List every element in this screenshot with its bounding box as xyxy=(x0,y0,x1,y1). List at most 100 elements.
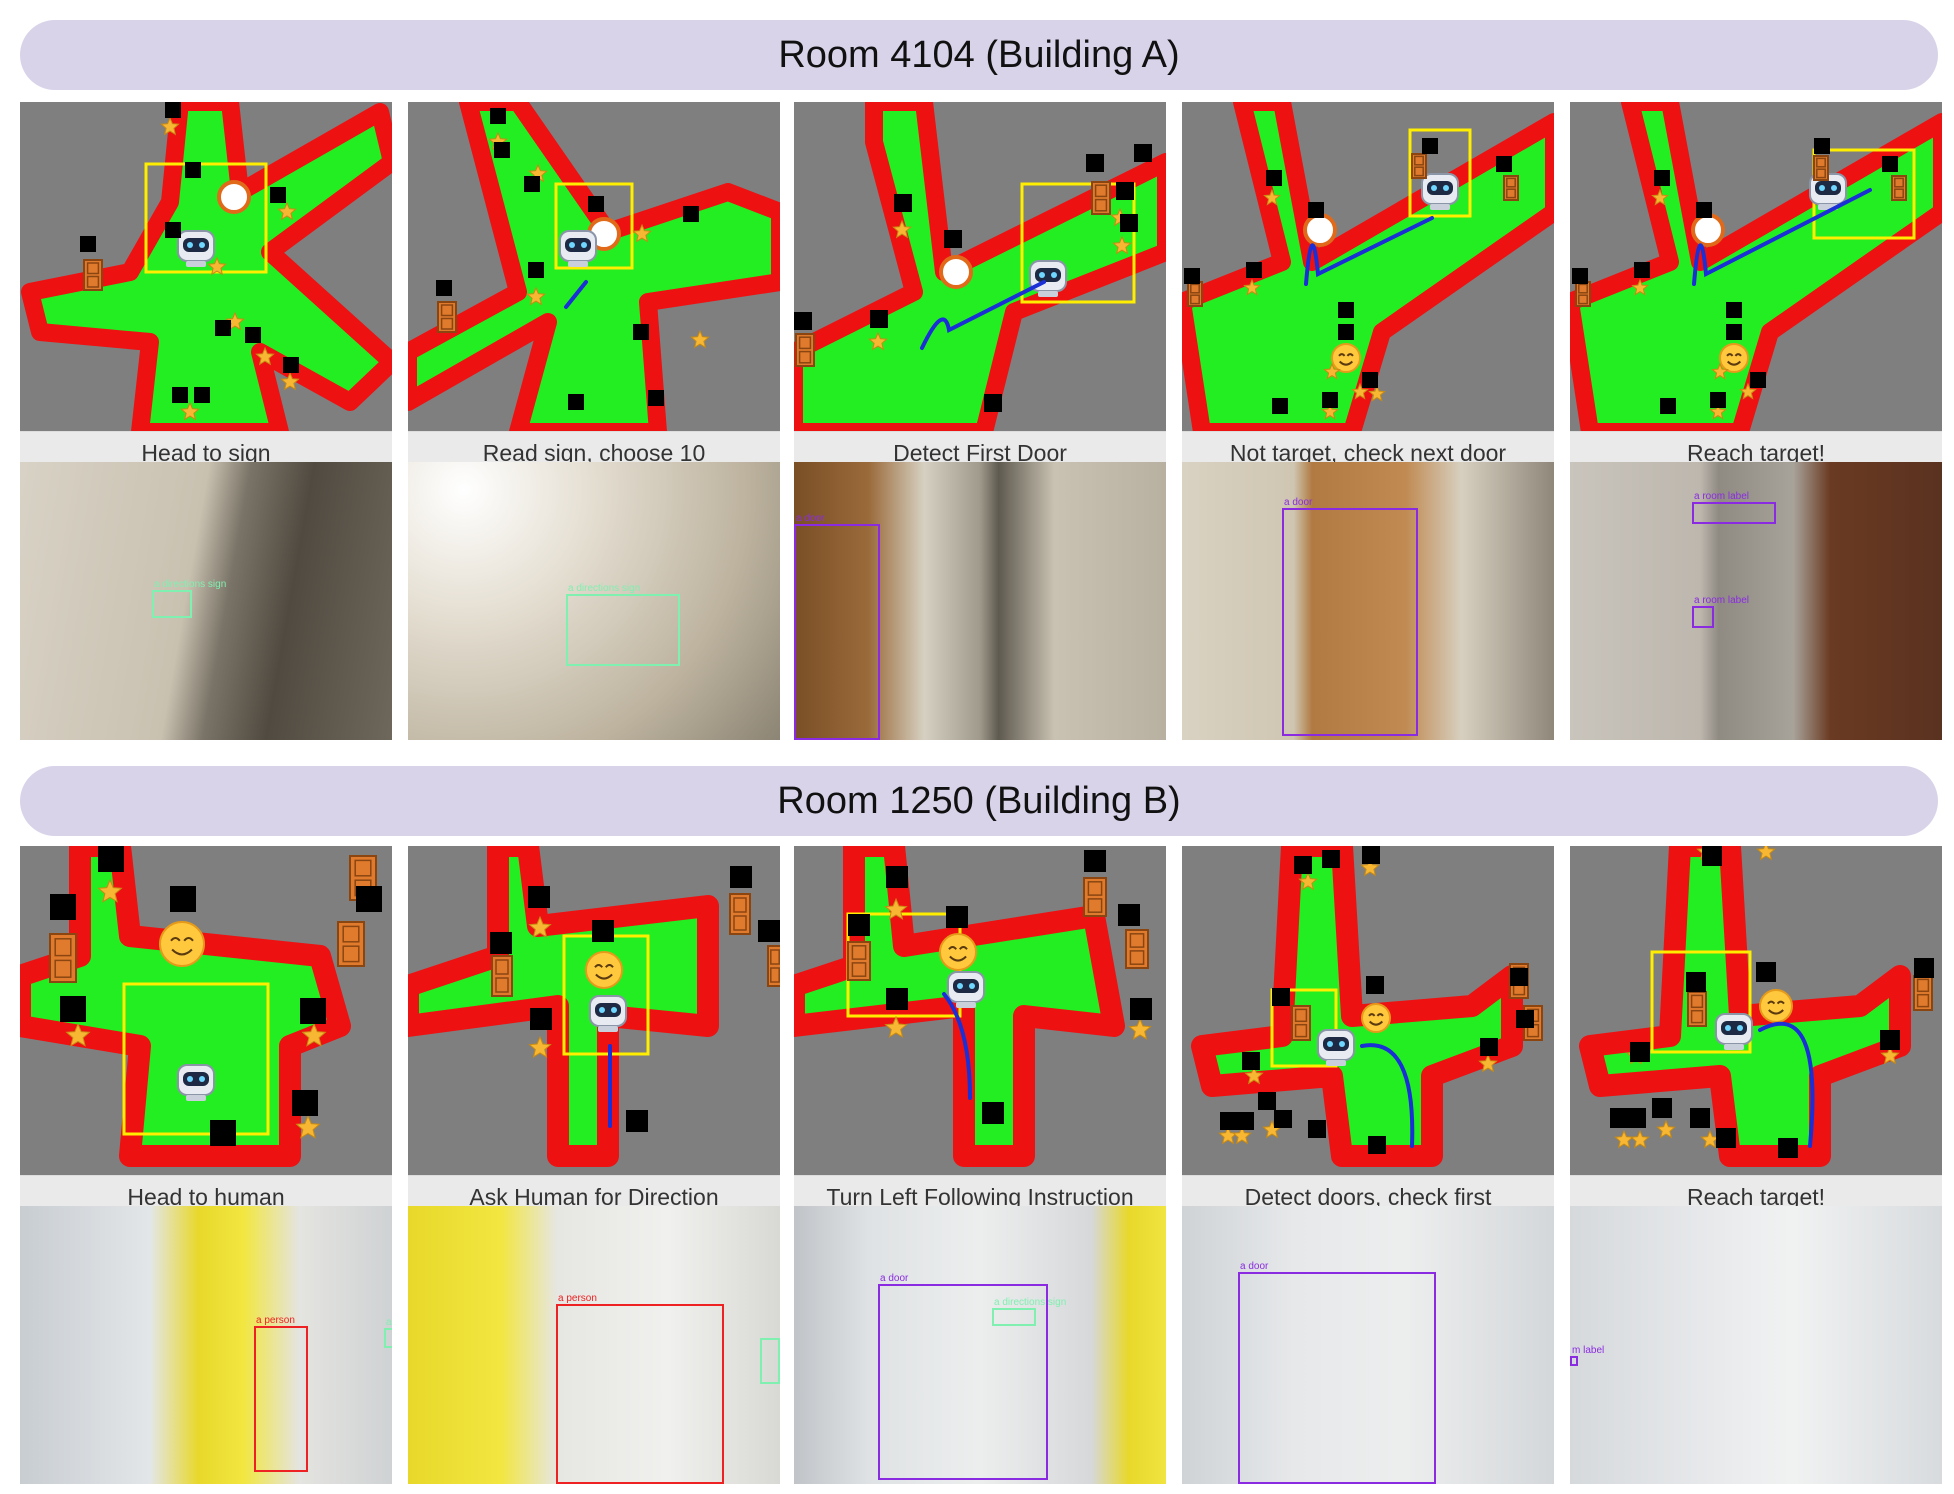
node-id-tag xyxy=(1702,846,1722,866)
door-icon xyxy=(83,259,103,291)
robot-icon xyxy=(947,971,985,1008)
star-icon xyxy=(180,401,200,421)
star-icon xyxy=(1263,188,1281,206)
human-emoji-icon xyxy=(1719,343,1749,373)
detection-box: a room label xyxy=(1692,491,1776,524)
node-id-tag xyxy=(1726,302,1742,318)
node-id-tag xyxy=(1690,1108,1710,1128)
star-icon xyxy=(528,915,552,938)
node-id-tag xyxy=(1118,904,1140,926)
node-id-tag xyxy=(758,920,780,942)
star-icon xyxy=(1298,871,1318,891)
node-id-tag xyxy=(1654,170,1670,186)
detection-box: a door xyxy=(1282,497,1418,736)
trajectory-path xyxy=(1360,1043,1415,1148)
focus-box xyxy=(122,982,270,1136)
node-id-tag xyxy=(1338,324,1354,340)
star-icon xyxy=(295,1114,321,1139)
node-id-tag xyxy=(1272,988,1290,1006)
node-id-tag xyxy=(1726,324,1742,340)
node-id-tag xyxy=(1362,372,1378,388)
node-id-tag xyxy=(1236,1112,1254,1130)
detection-label: a door xyxy=(796,513,825,524)
star-icon xyxy=(526,286,546,306)
door-icon xyxy=(1687,991,1707,1027)
node-id-tag xyxy=(165,102,181,118)
detection-label: a person xyxy=(256,1315,295,1326)
star-icon xyxy=(1651,188,1669,206)
detection-label: a door xyxy=(880,1273,909,1284)
node-id-tag xyxy=(1266,170,1282,186)
robot-icon xyxy=(1715,1013,1753,1050)
node-id-tag xyxy=(1710,392,1726,408)
camera-view: a directions sign xyxy=(408,462,780,740)
node-id-tag xyxy=(528,262,544,278)
star-icon xyxy=(1709,402,1727,420)
star-icon xyxy=(277,201,297,221)
node-id-tag xyxy=(185,162,201,178)
star-icon xyxy=(1631,278,1649,296)
star-icon xyxy=(1243,278,1261,296)
star-icon xyxy=(884,1015,908,1038)
node-id-tag xyxy=(494,142,510,158)
node-id-tag xyxy=(1322,850,1340,868)
human-emoji-icon xyxy=(1331,343,1361,373)
detection-box: a directions sign xyxy=(992,1297,1066,1326)
door-icon xyxy=(1813,155,1829,181)
detection-box: a person xyxy=(254,1315,308,1472)
camera-view: a door xyxy=(1182,1206,1554,1484)
node-id-tag xyxy=(946,906,968,928)
node-id-tag xyxy=(530,1008,552,1030)
map-panel: Reach target! xyxy=(1570,846,1942,1218)
node-id-tag xyxy=(1510,968,1528,986)
node-id-tag xyxy=(1116,182,1134,200)
star-icon xyxy=(1351,382,1369,400)
camera-view: a door a directions sign xyxy=(794,1206,1166,1484)
star-icon xyxy=(1360,857,1380,877)
node-id-tag xyxy=(1272,398,1288,414)
node-id-tag xyxy=(984,394,1002,412)
star-icon xyxy=(690,329,710,349)
star-icon xyxy=(97,878,123,903)
topological-map xyxy=(794,846,1152,1167)
trajectory-path xyxy=(564,280,588,309)
node-id-tag xyxy=(1130,998,1152,1020)
node-id-tag xyxy=(1246,262,1262,278)
star-icon xyxy=(1614,1129,1634,1149)
star-icon xyxy=(160,116,180,136)
node-id-tag xyxy=(1716,1128,1736,1148)
node-id-tag xyxy=(1322,392,1338,408)
node-id-tag xyxy=(1258,1092,1276,1110)
map-panel: Detect First Door xyxy=(794,102,1166,474)
camera-view: a person a directions sign xyxy=(20,1206,392,1484)
node-id-tag xyxy=(1660,398,1676,414)
door-icon xyxy=(1503,175,1519,201)
node-id-tag xyxy=(1308,202,1324,218)
focus-box xyxy=(1020,182,1136,304)
robot-icon xyxy=(1421,173,1459,210)
node-id-tag xyxy=(592,920,614,942)
door-icon xyxy=(1411,153,1427,179)
detection-box: a room label xyxy=(1692,595,1749,628)
node-id-tag xyxy=(436,280,452,296)
node-id-tag xyxy=(1362,846,1380,864)
detection-label: a directions sign xyxy=(154,579,227,590)
focus-box xyxy=(1270,988,1338,1068)
detection-box xyxy=(760,1338,780,1384)
node-id-tag xyxy=(1084,850,1106,872)
topological-map xyxy=(1191,846,1543,1167)
node-id-tag xyxy=(1630,1042,1650,1062)
door-icon xyxy=(491,955,513,997)
human-emoji-icon xyxy=(1361,1003,1391,1033)
star-icon xyxy=(1232,1125,1252,1145)
node-id-tag xyxy=(1134,144,1152,162)
topological-map xyxy=(1579,846,1934,1167)
robot-icon xyxy=(559,230,597,267)
door-icon xyxy=(847,941,871,981)
node-id-tag xyxy=(1422,138,1438,154)
node-id-tag xyxy=(1516,1010,1534,1028)
detection-box: m label xyxy=(1570,1345,1604,1366)
detection-label: m label xyxy=(1572,1345,1605,1356)
robot-icon xyxy=(589,995,627,1032)
camera-view: a room label a room label xyxy=(1570,462,1942,740)
